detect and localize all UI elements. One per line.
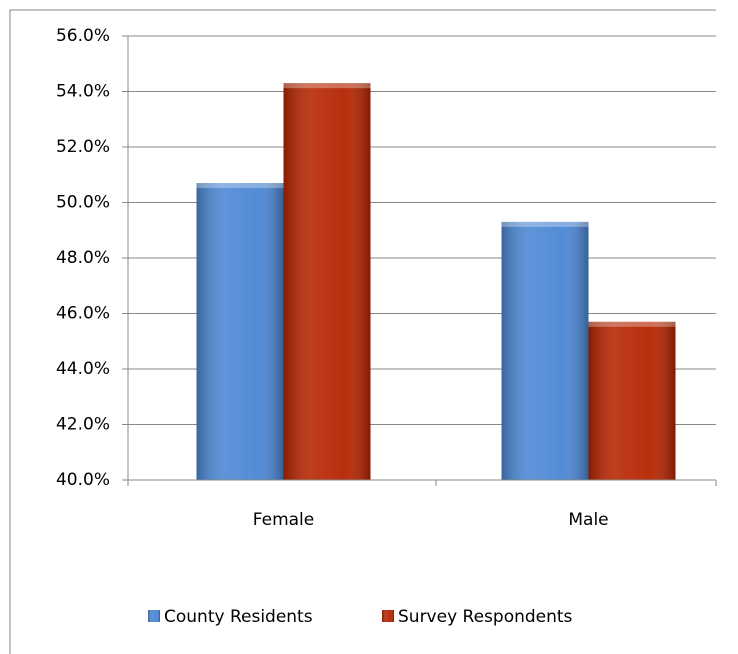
bar-shading bbox=[196, 183, 284, 480]
y-tick-label: 44.0% bbox=[56, 359, 110, 379]
x-tick-label: Female bbox=[253, 510, 314, 530]
legend-label: Survey Respondents bbox=[398, 607, 573, 627]
y-tick-label: 40.0% bbox=[56, 470, 110, 490]
y-tick-label: 46.0% bbox=[56, 304, 110, 324]
y-tick-label: 52.0% bbox=[56, 137, 110, 157]
chart-border bbox=[9, 9, 716, 654]
legend-swatch-shade bbox=[382, 610, 394, 622]
x-tick-label: Male bbox=[568, 510, 608, 530]
y-tick-label: 56.0% bbox=[56, 26, 110, 46]
y-tick-label: 50.0% bbox=[56, 193, 110, 213]
bar-top bbox=[196, 183, 284, 189]
y-tick-label: 42.0% bbox=[56, 415, 110, 435]
bar-shading bbox=[283, 83, 371, 481]
bar-shading bbox=[588, 321, 676, 480]
bar-shading bbox=[501, 221, 589, 481]
bar-top bbox=[588, 321, 676, 327]
bar-top bbox=[283, 83, 371, 89]
legend-swatch-shade bbox=[148, 610, 160, 622]
y-tick-label: 54.0% bbox=[56, 82, 110, 102]
y-tick-label: 48.0% bbox=[56, 248, 110, 268]
legend-label: County Residents bbox=[164, 607, 313, 627]
bar-top bbox=[501, 221, 589, 227]
